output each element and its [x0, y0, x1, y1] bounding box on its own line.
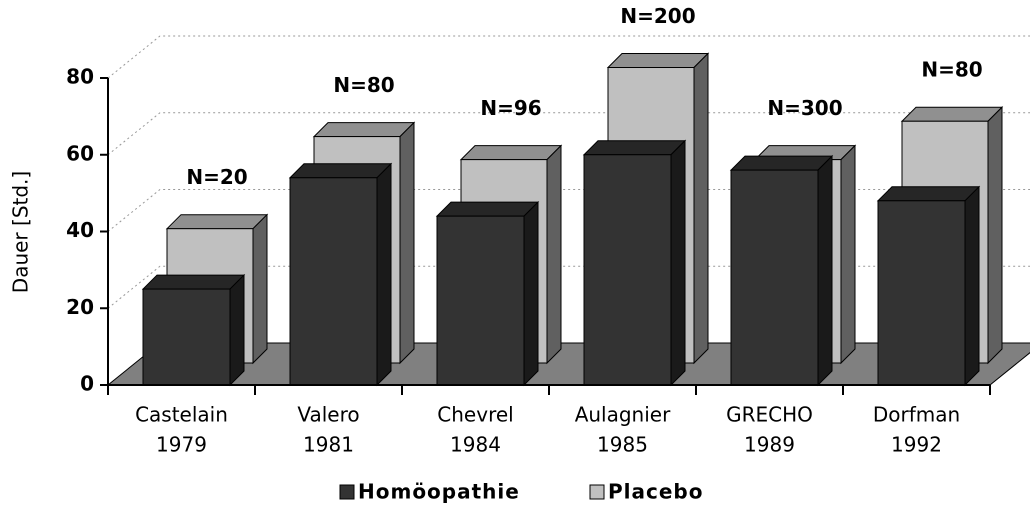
- bar-side: [964, 185, 980, 387]
- annotation: N=80: [333, 73, 394, 97]
- bar-top: [582, 140, 687, 156]
- bar-side: [376, 162, 392, 387]
- legend-label: Homöopathie: [358, 480, 520, 504]
- legend-label: Placebo: [608, 480, 704, 504]
- x-tick-label: Chevrel: [437, 403, 513, 427]
- bar-front: [730, 169, 819, 386]
- bar-top: [606, 53, 710, 69]
- annotation: N=20: [186, 165, 247, 189]
- bar-side: [229, 273, 245, 387]
- bar-front: [436, 215, 525, 386]
- x-tick-label: Aulagnier: [575, 403, 671, 427]
- y-tick-label: 60: [66, 141, 94, 165]
- bar-side: [840, 144, 856, 365]
- bar: [435, 200, 540, 387]
- bar-front: [877, 200, 966, 386]
- annotation: N=80: [921, 58, 982, 82]
- bar: [141, 273, 246, 387]
- legend-swatch: [339, 484, 355, 500]
- x-tick-label: 1981: [303, 433, 354, 457]
- x-tick-label: GRECHO: [726, 403, 813, 427]
- bar-side: [252, 213, 268, 365]
- x-tick-label: 1989: [744, 433, 795, 457]
- y-tick-label: 40: [66, 218, 94, 242]
- bar: [876, 185, 981, 387]
- grid-line: [107, 112, 1030, 156]
- annotation: N=300: [767, 96, 842, 120]
- bar-front: [289, 177, 378, 386]
- bar-top: [435, 201, 540, 217]
- y-tick-label: 0: [80, 372, 94, 396]
- bar-top: [876, 186, 981, 202]
- bar-side: [523, 200, 539, 387]
- bar-top: [312, 122, 416, 138]
- y-tick-label: 80: [66, 65, 94, 89]
- x-tick-label: 1979: [156, 433, 207, 457]
- x-tick-label: Valero: [297, 403, 359, 427]
- bar-side: [987, 106, 1003, 365]
- bar-top: [141, 274, 246, 290]
- bar: [729, 154, 834, 387]
- grid-line: [107, 35, 1030, 79]
- x-tick-label: Dorfman: [873, 403, 960, 427]
- x-tick-label: 1984: [450, 433, 501, 457]
- bar-top: [459, 145, 563, 161]
- bar-top: [165, 214, 269, 230]
- y-tick-label: 20: [66, 295, 94, 319]
- bar-side: [817, 154, 833, 387]
- bar-top: [729, 155, 834, 171]
- x-tick-label: Castelain: [135, 403, 228, 427]
- bar-top: [900, 106, 1004, 122]
- annotation: N=96: [480, 96, 541, 120]
- annotation: N=200: [620, 4, 695, 28]
- bar-side: [546, 144, 562, 365]
- bar: [288, 162, 393, 387]
- bar-front: [142, 288, 231, 386]
- bar: [582, 139, 687, 387]
- y-axis-label: Dauer [Std.]: [9, 171, 33, 293]
- bar-front: [583, 154, 672, 386]
- legend-swatch: [589, 484, 605, 500]
- bar-top: [288, 163, 393, 179]
- x-tick-label: 1985: [597, 433, 648, 457]
- bar-side: [399, 121, 415, 365]
- bar-side: [693, 52, 709, 365]
- x-tick-label: 1992: [891, 433, 942, 457]
- bar-side: [670, 139, 686, 387]
